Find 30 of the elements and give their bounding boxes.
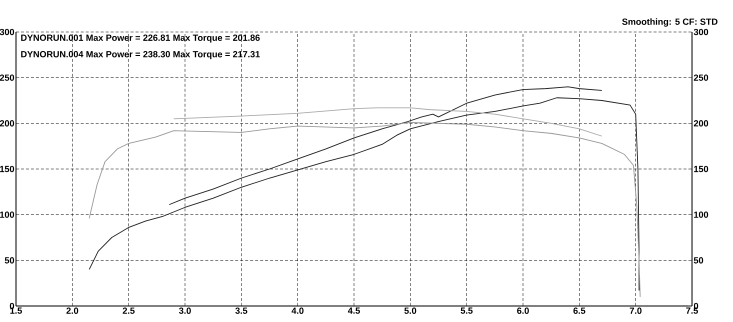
- x-tick-label: 4.0: [292, 308, 304, 314]
- line-series: [168, 86, 602, 206]
- x-tick-label: 5.5: [460, 308, 473, 314]
- y2-tick-label: 250: [694, 74, 708, 81]
- y-tick-label: 200: [0, 120, 14, 127]
- y2-tick-label: 100: [694, 211, 708, 218]
- y-tick-label: 150: [0, 166, 14, 172]
- x-tick-label: 2.5: [122, 308, 135, 314]
- y-tick-label: 250: [0, 74, 14, 81]
- y2-tick-label: 50: [694, 257, 704, 264]
- x-tick-label: 2.0: [66, 308, 78, 314]
- annotation: DYNORUN.001 Max Power = 226.81 Max Torque = 201.86: [21, 34, 260, 43]
- y2-tick-label: 150: [694, 166, 708, 172]
- x-tick-label: 3.0: [178, 308, 191, 314]
- x-tick-label: 1.5: [10, 308, 22, 314]
- y-tick-label: 100: [0, 211, 14, 218]
- x-tick-label: 5.0: [404, 308, 416, 314]
- x-tick-label: 6.5: [573, 308, 586, 314]
- y2-tick-label: 200: [694, 120, 708, 127]
- x-tick-label: 7.0: [630, 308, 642, 314]
- annotation: DYNORUN.004 Max Power = 238.30 Max Torque = 217.31: [21, 51, 260, 60]
- x-tick-label: 4.5: [348, 308, 360, 314]
- line-series: [173, 107, 602, 137]
- y-tick-label: 50: [4, 257, 14, 264]
- line-series: [88, 97, 640, 291]
- y2-tick-label: 300: [694, 28, 708, 36]
- text: Smoothing: 5 CF: STD: [622, 18, 718, 27]
- x-tick-label: 3.5: [235, 308, 248, 314]
- x-tick-label: 6.0: [517, 308, 529, 314]
- y-tick-label: 300: [0, 28, 14, 36]
